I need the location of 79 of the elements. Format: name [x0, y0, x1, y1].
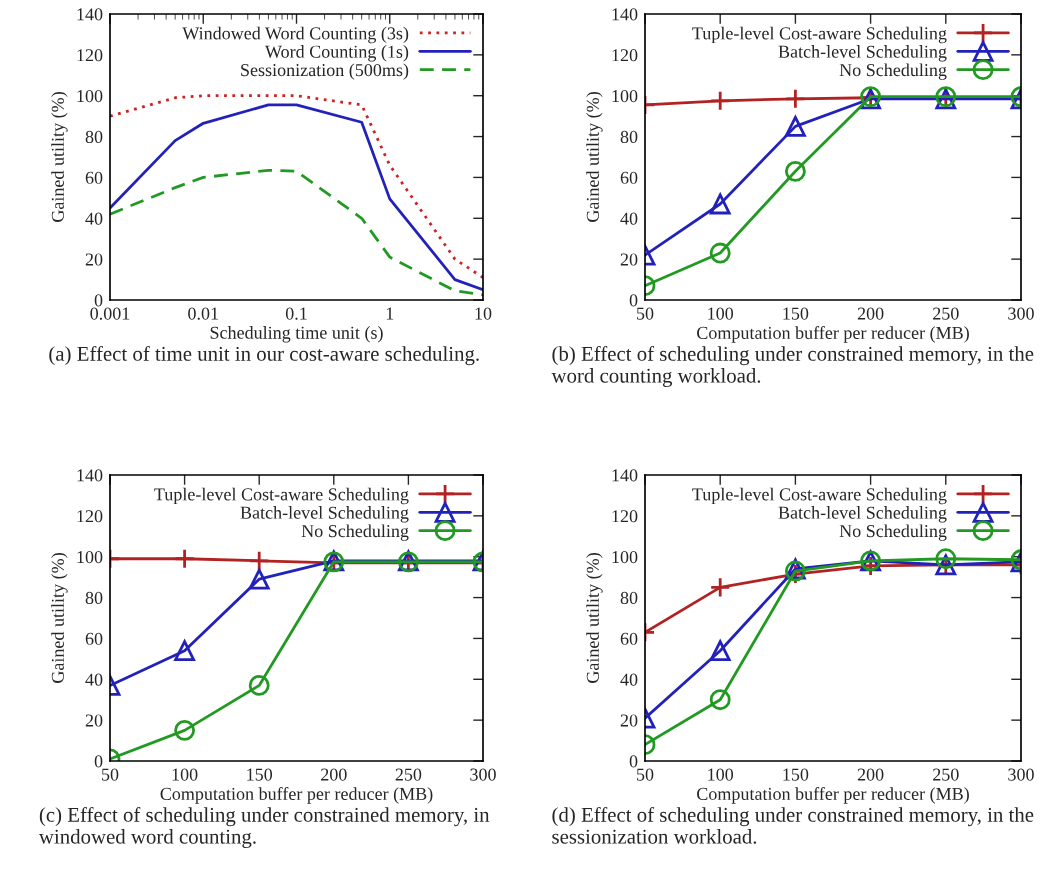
- y-tick-label: 140: [612, 469, 638, 482]
- x-tick-label: 10: [475, 307, 492, 320]
- y-tick-label: 20: [85, 714, 103, 727]
- y-tick-label: 0: [94, 755, 103, 768]
- y-tick-label: 40: [85, 212, 103, 225]
- text: (d) Effect of scheduling under constrained memory, in the sessionization workload.: [552, 807, 1034, 844]
- y-tick-label: 60: [620, 171, 638, 184]
- y-axis-title: Gained utility (%): [51, 553, 68, 683]
- y-tick-label: 0: [629, 755, 638, 768]
- x-tick-label: 100: [708, 768, 734, 781]
- x-tick-label: 0.1: [285, 307, 307, 320]
- x-tick-label: 250: [933, 768, 959, 781]
- x-tick-label: 300: [470, 768, 496, 781]
- legend-label: Batch-level Scheduling: [778, 45, 947, 62]
- y-axis-title: Gained utility (%): [586, 553, 603, 683]
- legend-label: Batch-level Scheduling: [778, 506, 947, 523]
- x-tick-label: 50: [637, 307, 654, 320]
- x-axis-title: Computation buffer per reducer (MB): [697, 326, 969, 343]
- y-tick-label: 0: [94, 294, 103, 307]
- y-tick-label: 40: [85, 673, 103, 686]
- legend-label: Sessionization (500ms): [241, 63, 409, 80]
- y-tick-label: 100: [77, 89, 103, 103]
- x-tick-label: 150: [247, 768, 273, 781]
- x-tick-label: 100: [708, 307, 734, 320]
- x-tick-label: 150: [783, 307, 809, 320]
- legend-label: Tuple-level Cost-aware Scheduling: [692, 26, 947, 44]
- x-tick-label: 300: [1008, 768, 1034, 781]
- y-tick-label: 20: [620, 253, 638, 266]
- x-tick-label: 100: [172, 768, 198, 781]
- y-axis-title: Gained utility (%): [586, 92, 603, 222]
- y-tick-label: 40: [620, 673, 638, 686]
- x-tick-label: 1: [386, 307, 394, 320]
- x-tick-label: 200: [857, 307, 884, 320]
- legend-label: Tuple-level Cost-aware Scheduling: [154, 487, 409, 505]
- x-tick-label: 250: [395, 768, 422, 781]
- legend-label: Windowed Word Counting (3s): [182, 26, 409, 44]
- y-tick-label: 100: [612, 89, 638, 103]
- y-tick-label: 60: [620, 632, 638, 645]
- y-tick-label: 60: [85, 171, 103, 184]
- legend-label: No Scheduling: [301, 524, 409, 541]
- x-tick-label: 50: [637, 768, 654, 781]
- y-tick-label: 120: [612, 510, 638, 523]
- y-tick-label: 120: [77, 510, 103, 523]
- y-tick-label: 20: [620, 714, 638, 727]
- x-tick-label: 200: [857, 768, 884, 781]
- y-tick-label: 80: [620, 130, 638, 144]
- x-axis-title: Computation buffer per reducer (MB): [697, 787, 969, 804]
- y-tick-label: 0: [629, 294, 638, 307]
- x-tick-label: 300: [1008, 307, 1034, 320]
- legend-label: Tuple-level Cost-aware Scheduling: [692, 487, 947, 505]
- text: (a) Effect of time unit in our cost-aware scheduling.: [49, 346, 479, 366]
- y-tick-label: 120: [612, 49, 638, 62]
- legend-label: Batch-level Scheduling: [240, 506, 409, 523]
- y-tick-label: 80: [85, 591, 103, 605]
- y-tick-label: 20: [85, 253, 103, 266]
- y-tick-label: 60: [85, 632, 103, 645]
- y-tick-label: 140: [77, 469, 103, 482]
- y-tick-label: 120: [77, 49, 103, 62]
- y-tick-label: 80: [620, 591, 638, 605]
- y-axis-title: Gained utility (%): [51, 92, 68, 222]
- x-tick-label: 0.001: [90, 307, 130, 320]
- x-tick-label: 150: [783, 768, 809, 781]
- text: (b) Effect of scheduling under constrained memory, in the word counting workload.: [551, 346, 1034, 388]
- x-axis-title: Computation buffer per reducer (MB): [160, 787, 433, 804]
- x-tick-label: 200: [321, 768, 347, 781]
- x-axis-title: Scheduling time unit (s): [210, 326, 383, 343]
- y-tick-label: 40: [620, 212, 638, 225]
- x-tick-label: 0.01: [188, 307, 218, 320]
- y-tick-label: 100: [77, 550, 103, 564]
- y-tick-label: 80: [85, 130, 103, 144]
- y-tick-label: 140: [77, 8, 103, 21]
- x-tick-label: 50: [102, 768, 119, 781]
- legend-label: No Scheduling: [839, 524, 947, 541]
- y-tick-label: 100: [612, 550, 638, 564]
- text: (c) Effect of scheduling under constrained memory, in windowed word counting.: [38, 807, 490, 849]
- x-tick-label: 250: [933, 307, 959, 320]
- y-tick-label: 140: [612, 8, 638, 21]
- legend-label: Word Counting (1s): [265, 45, 409, 62]
- legend-label: No Scheduling: [839, 63, 947, 80]
